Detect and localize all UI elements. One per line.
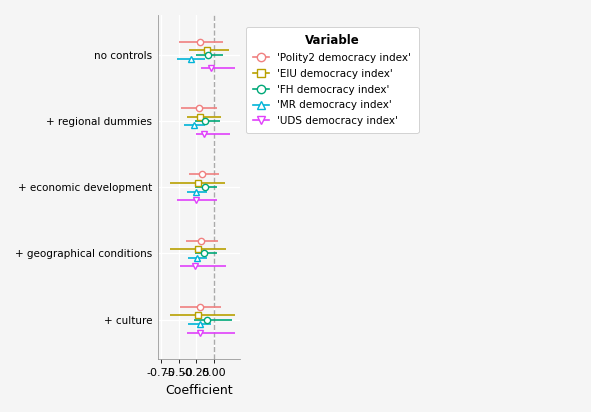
X-axis label: Coefficient: Coefficient: [165, 384, 233, 397]
Legend: 'Polity2 democracy index', 'EIU democracy index', 'FH democracy index', 'MR demo: 'Polity2 democracy index', 'EIU democrac…: [246, 27, 418, 133]
